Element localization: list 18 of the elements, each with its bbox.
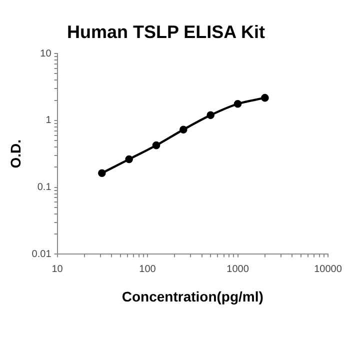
point [261,94,269,102]
point [98,169,106,178]
y-axis-title: O.D. [7,140,24,168]
point [234,100,242,108]
point [125,155,133,164]
y-tick-label: 1 [46,115,52,126]
chart-title: Human TSLP ELISA Kit [66,22,266,42]
x-tick-label: 1000 [226,264,250,275]
point [152,141,160,150]
y-tick-label: 0.1 [37,182,52,194]
x-tick-label: 10 [52,264,64,275]
point [206,111,214,120]
point [180,126,188,134]
x-axis-title: Concentration(pg/ml) [122,288,264,304]
y-tick-label: 0.01 [32,248,52,260]
x-tick-label: 10000 [314,264,342,275]
x-tick-label: 100 [139,264,156,275]
y-tick-label: 10 [40,48,52,60]
